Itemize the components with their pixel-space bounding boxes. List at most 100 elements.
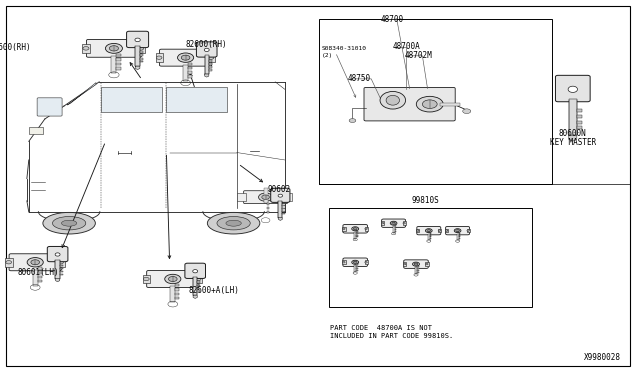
Ellipse shape	[217, 217, 250, 230]
Bar	[140, 61, 143, 62]
Ellipse shape	[156, 56, 162, 60]
Bar	[116, 58, 120, 61]
Bar	[356, 268, 358, 269]
Bar	[140, 58, 143, 60]
Bar	[175, 288, 179, 291]
Bar	[188, 76, 192, 78]
Ellipse shape	[463, 109, 471, 113]
Bar	[137, 44, 145, 53]
Bar	[354, 265, 356, 272]
Ellipse shape	[135, 38, 140, 42]
Bar	[282, 211, 285, 212]
FancyBboxPatch shape	[343, 258, 367, 266]
Bar	[342, 260, 346, 264]
Bar	[237, 193, 246, 201]
Ellipse shape	[467, 230, 469, 231]
Ellipse shape	[403, 263, 406, 265]
Ellipse shape	[143, 277, 149, 280]
Ellipse shape	[52, 217, 86, 230]
Bar	[403, 221, 406, 225]
Bar	[417, 229, 419, 232]
Text: 48700A: 48700A	[393, 42, 420, 51]
Bar	[282, 213, 285, 214]
Ellipse shape	[193, 270, 198, 273]
FancyBboxPatch shape	[556, 75, 590, 102]
Ellipse shape	[181, 55, 190, 60]
Bar	[458, 234, 460, 235]
Bar	[393, 226, 394, 233]
Text: PART CODE  48700A IS NOT: PART CODE 48700A IS NOT	[330, 325, 432, 331]
Text: 99810S: 99810S	[412, 196, 440, 205]
Bar	[458, 236, 460, 237]
Bar	[197, 282, 200, 283]
Bar	[440, 103, 460, 106]
Bar	[267, 211, 269, 213]
Bar	[188, 62, 192, 65]
FancyBboxPatch shape	[364, 87, 455, 121]
Text: (2): (2)	[321, 52, 333, 58]
Bar	[457, 234, 458, 240]
Bar	[29, 127, 43, 134]
Bar	[56, 260, 60, 279]
Bar	[415, 267, 417, 274]
Bar	[356, 233, 358, 234]
Bar	[207, 53, 215, 62]
Bar	[60, 271, 63, 272]
FancyBboxPatch shape	[185, 263, 205, 278]
Bar	[183, 65, 188, 81]
Bar	[577, 115, 582, 118]
Ellipse shape	[353, 228, 357, 230]
Ellipse shape	[417, 96, 443, 112]
Bar	[111, 56, 116, 73]
FancyBboxPatch shape	[86, 39, 141, 57]
Bar	[5, 258, 13, 267]
Bar	[209, 63, 212, 65]
Ellipse shape	[31, 260, 40, 265]
Bar	[60, 265, 63, 266]
Bar	[195, 275, 202, 283]
Ellipse shape	[164, 274, 181, 284]
Bar	[467, 229, 470, 232]
FancyBboxPatch shape	[417, 227, 441, 235]
FancyBboxPatch shape	[271, 188, 290, 202]
Ellipse shape	[381, 222, 384, 224]
Ellipse shape	[353, 261, 357, 263]
Bar	[356, 270, 358, 271]
Bar	[282, 205, 285, 206]
Bar	[143, 275, 150, 283]
Bar	[577, 109, 582, 112]
Ellipse shape	[177, 53, 194, 62]
Bar	[329, 208, 532, 307]
Ellipse shape	[195, 277, 201, 280]
Bar	[33, 270, 38, 286]
Bar	[365, 227, 368, 231]
FancyBboxPatch shape	[445, 227, 470, 235]
FancyBboxPatch shape	[196, 42, 217, 57]
Bar	[426, 262, 429, 266]
Text: INCLUDED IN PART CODE 99810S.: INCLUDED IN PART CODE 99810S.	[330, 333, 454, 339]
Bar	[209, 69, 212, 71]
Bar	[38, 280, 42, 282]
Bar	[577, 126, 582, 129]
Ellipse shape	[204, 48, 209, 51]
FancyBboxPatch shape	[9, 254, 61, 271]
Ellipse shape	[138, 46, 144, 50]
Ellipse shape	[392, 222, 396, 224]
Bar	[394, 225, 396, 226]
Ellipse shape	[208, 56, 214, 60]
FancyBboxPatch shape	[381, 219, 406, 227]
Text: 48700: 48700	[380, 15, 403, 24]
Ellipse shape	[352, 227, 358, 231]
Bar	[417, 272, 419, 273]
Polygon shape	[56, 279, 60, 282]
FancyBboxPatch shape	[127, 31, 148, 48]
Bar	[170, 286, 175, 302]
Bar	[417, 266, 419, 267]
Ellipse shape	[168, 276, 177, 282]
Bar	[417, 268, 419, 269]
Bar	[445, 229, 448, 232]
Bar	[394, 227, 396, 228]
Bar	[319, 19, 552, 184]
Bar	[38, 267, 42, 270]
Ellipse shape	[422, 100, 437, 109]
